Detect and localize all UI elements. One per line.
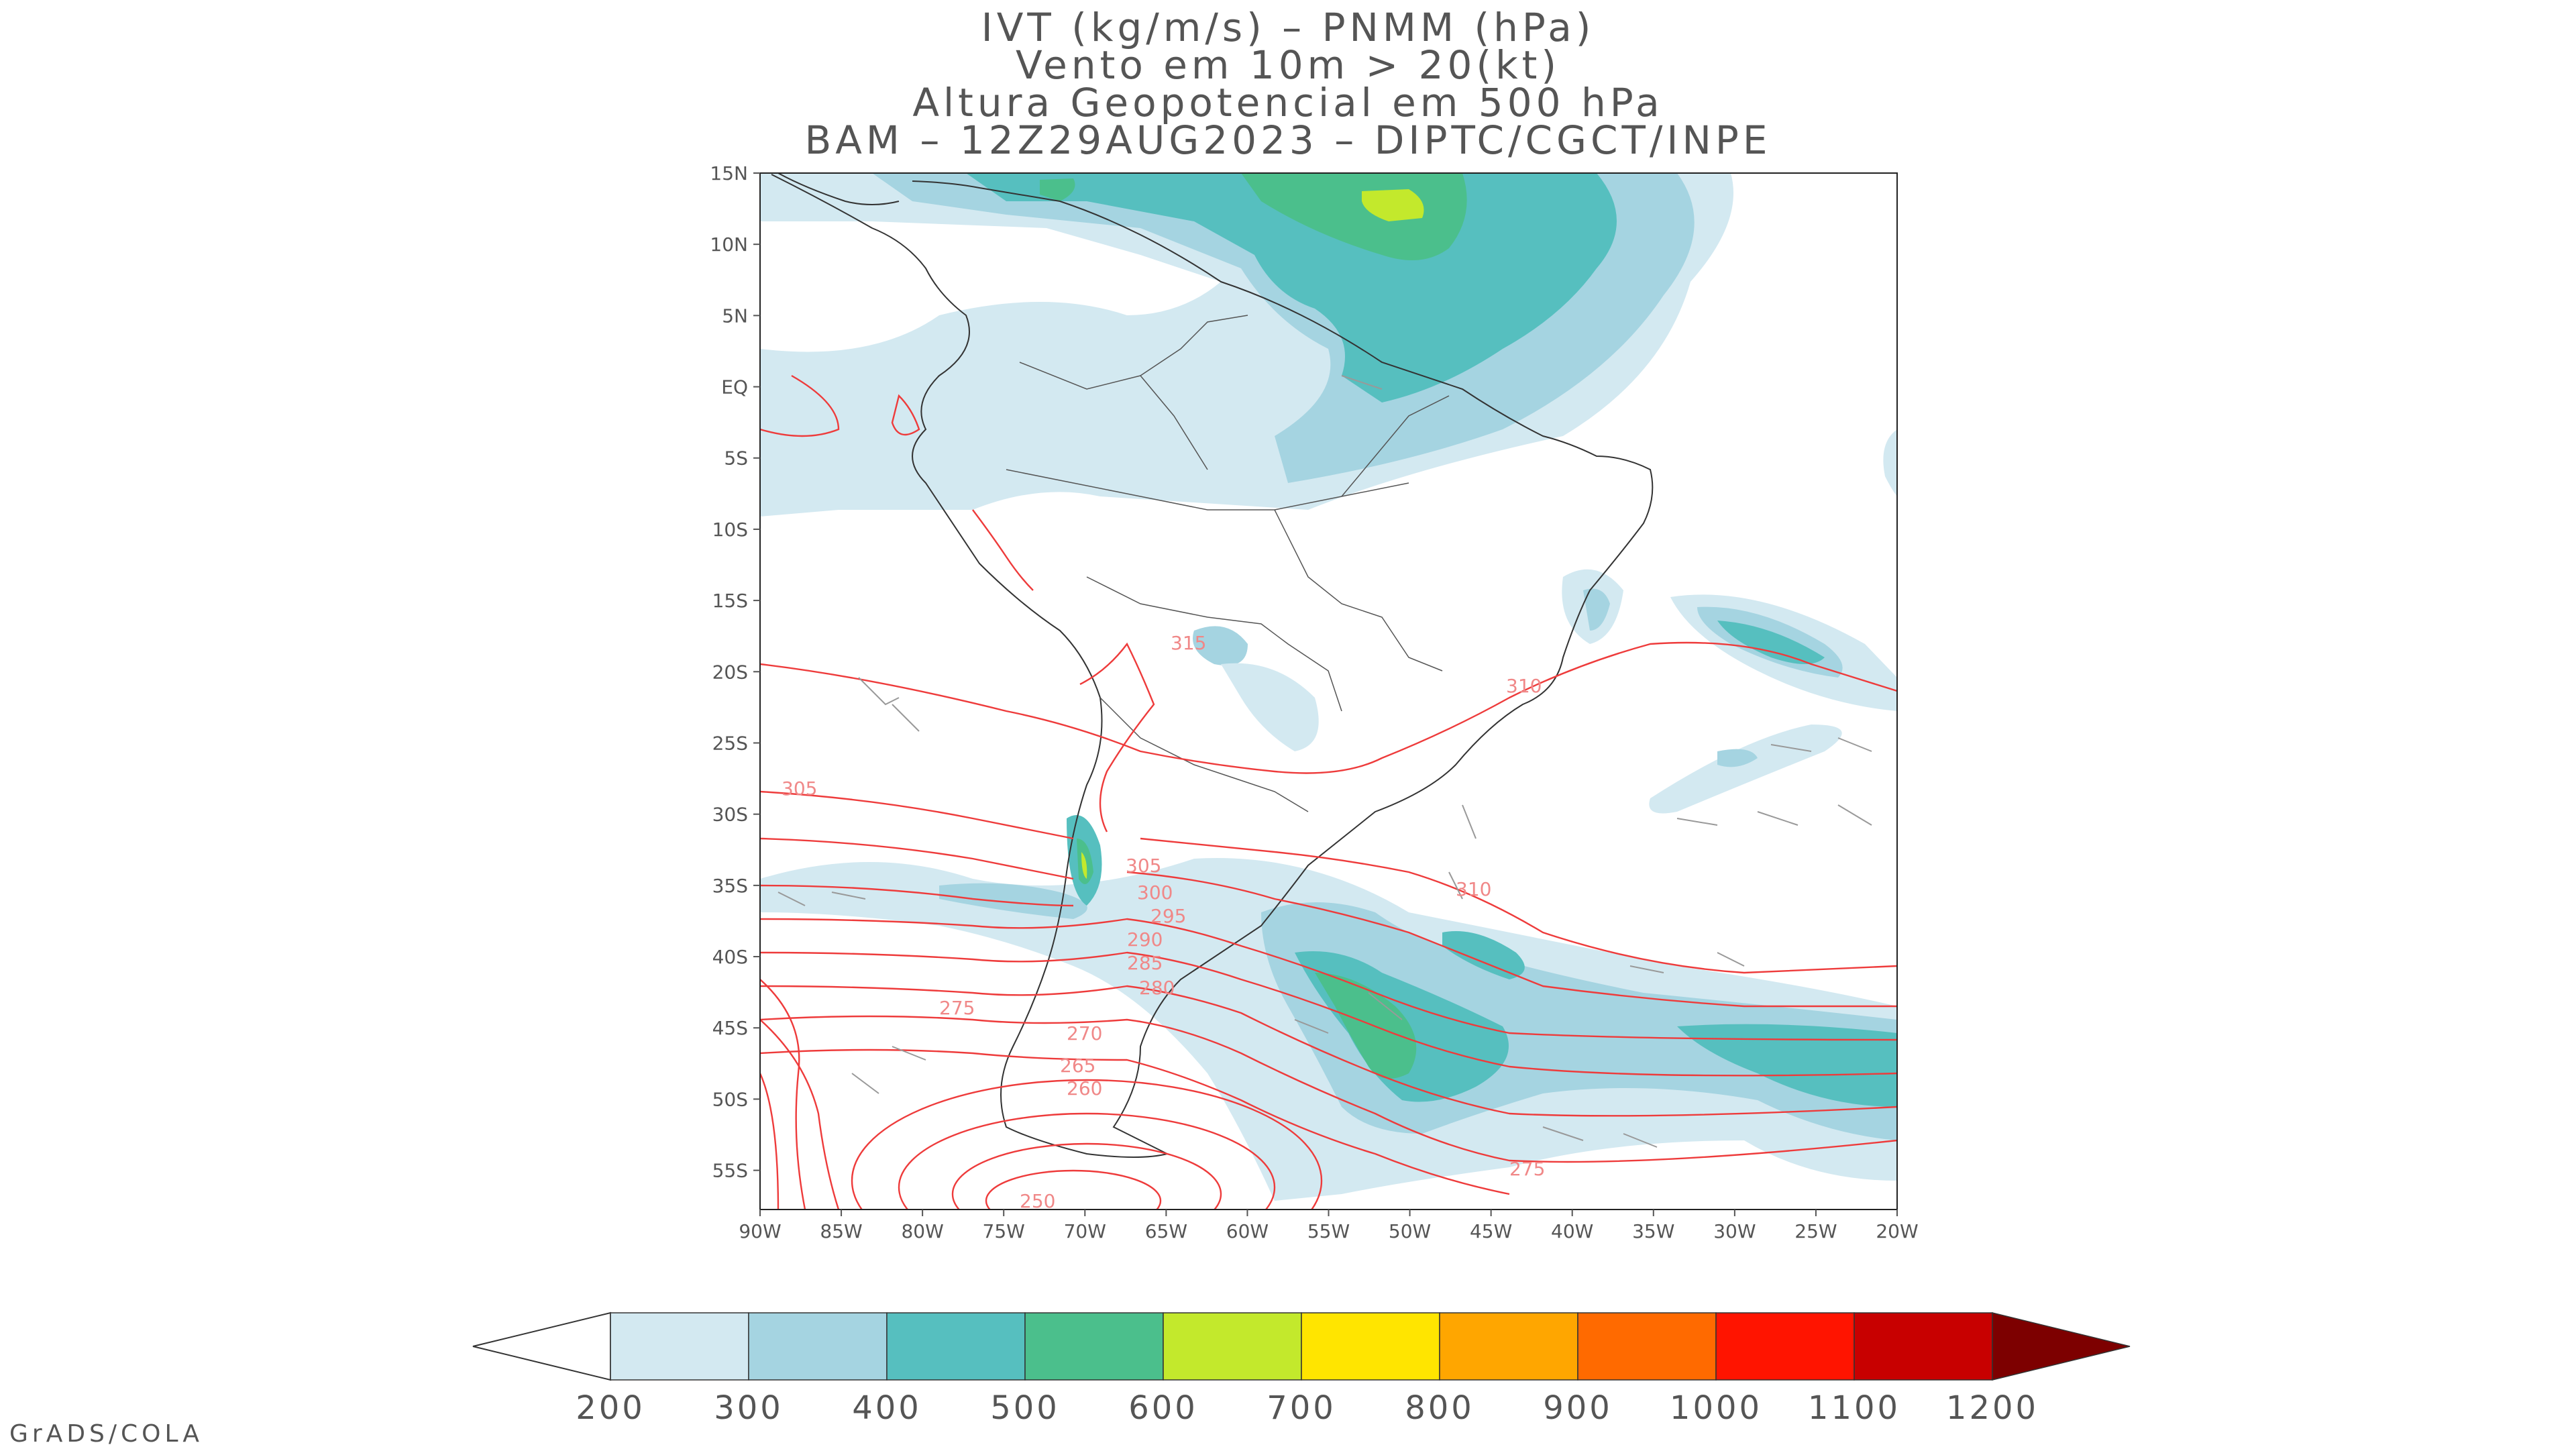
colorbar-label: 800 <box>1405 1389 1474 1427</box>
contour-label: 310 <box>1456 878 1491 900</box>
lon-tick-label: 35W <box>1632 1220 1674 1242</box>
lon-tick-label: 65W <box>1145 1220 1187 1242</box>
title-line-1: IVT (kg/m/s) – PNMM (hPa) <box>981 5 1595 50</box>
contour-label: 295 <box>1150 905 1186 927</box>
contour-label: 265 <box>1060 1055 1095 1077</box>
lon-tick-label: 60W <box>1226 1220 1269 1242</box>
lon-tick-label: 25W <box>1794 1220 1837 1242</box>
lat-tick-label: 30S <box>712 804 748 826</box>
contour-label: 275 <box>1509 1158 1545 1180</box>
colorbar-swatch <box>1439 1312 1578 1381</box>
colorbar-label: 200 <box>576 1389 645 1427</box>
title-line-2: Vento em 10m > 20(kt) <box>1015 42 1561 88</box>
colorbar-swatch <box>1577 1312 1717 1381</box>
contour-label: 315 <box>1171 632 1206 654</box>
colorbar-under-triangle <box>472 1311 611 1381</box>
contour-label: 250 <box>1020 1190 1055 1212</box>
colorbar-swatch <box>886 1312 1026 1381</box>
pressure-contours <box>760 374 1897 1210</box>
colorbar-label: 1100 <box>1808 1389 1900 1427</box>
lon-tick-label: 40W <box>1551 1220 1593 1242</box>
colorbar-swatch <box>1854 1312 1993 1381</box>
colorbar-label: 1200 <box>1946 1389 2039 1427</box>
lat-tick-label: 35S <box>712 875 748 897</box>
lon-tick-label: 80W <box>901 1220 943 1242</box>
contour-label: 300 <box>1137 881 1173 904</box>
colorbar: 200 300 400 500 600 700 800 900 1000 1100 1200 <box>472 1311 2131 1427</box>
lat-tick-label: 45S <box>712 1017 748 1039</box>
lat-tick-label: 55S <box>712 1160 748 1182</box>
lat-tick-label: EQ <box>721 376 748 398</box>
latitude-axis: 15N 10N 5N EQ 5S 10S 15S 20S 25S 30S 35S 40S 45S 50S 5… <box>710 162 760 1182</box>
lon-tick-label: 20W <box>1876 1220 1918 1242</box>
lon-tick-label: 45W <box>1470 1220 1512 1242</box>
colorbar-label: 500 <box>990 1389 1060 1427</box>
colorbar-label: 300 <box>714 1389 784 1427</box>
lat-tick-label: 40S <box>712 946 748 968</box>
colorbar-swatch <box>1301 1312 1440 1381</box>
lon-tick-label: 90W <box>739 1220 781 1242</box>
contour-label: 310 <box>1506 675 1542 697</box>
contour-label: 280 <box>1139 977 1175 999</box>
longitude-axis: 90W 85W 80W 75W 70W 65W 60W 55W 50W 45W 40W 35W 30W 2… <box>739 1210 1919 1242</box>
lat-tick-label: 5N <box>722 305 748 327</box>
colorbar-over-triangle <box>1992 1312 2131 1381</box>
colorbar-label: 1000 <box>1670 1389 1762 1427</box>
colorbar-swatch <box>1163 1312 1302 1381</box>
colorbar-swatch <box>748 1312 888 1381</box>
lat-tick-label: 10S <box>712 519 748 541</box>
title-line-3: Altura Geopotencial em 500 hPa <box>912 80 1664 125</box>
lat-tick-label: 15S <box>712 590 748 612</box>
contour-label: 275 <box>939 997 975 1019</box>
lon-tick-label: 55W <box>1307 1220 1350 1242</box>
contour-label: 270 <box>1067 1022 1102 1044</box>
lat-tick-label: 50S <box>712 1088 748 1110</box>
colorbar-label: 400 <box>852 1389 922 1427</box>
lat-tick-label: 10N <box>710 233 748 256</box>
colorbar-label: 900 <box>1543 1389 1613 1427</box>
contour-label: 285 <box>1127 952 1163 974</box>
map-plot-area: 315 310 305 305 300 295 290 285 280 275 … <box>760 173 1897 1212</box>
contour-label: 260 <box>1067 1077 1102 1099</box>
contour-labels: 315 310 305 305 300 295 290 285 280 275 … <box>782 632 1545 1212</box>
colorbar-swatch <box>1024 1312 1164 1381</box>
wind-barbs <box>777 375 1872 1148</box>
contour-label: 305 <box>1126 855 1161 877</box>
lon-tick-label: 75W <box>983 1220 1025 1242</box>
contour-label: 305 <box>782 777 817 800</box>
grads-footer: GrADS/COLA <box>9 1420 204 1448</box>
lon-tick-label: 85W <box>820 1220 862 1242</box>
lat-tick-label: 20S <box>712 661 748 683</box>
lat-tick-label: 5S <box>724 447 748 470</box>
colorbar-label: 700 <box>1267 1389 1336 1427</box>
colorbar-swatch <box>1715 1312 1855 1381</box>
lon-tick-label: 30W <box>1713 1220 1756 1242</box>
coastlines <box>771 173 1654 1158</box>
lon-tick-label: 70W <box>1064 1220 1106 1242</box>
lon-tick-label: 50W <box>1389 1220 1431 1242</box>
colorbar-swatch <box>610 1312 749 1381</box>
country-borders <box>1006 315 1450 812</box>
contour-label: 290 <box>1127 928 1163 951</box>
lat-tick-label: 15N <box>710 162 748 184</box>
lat-tick-label: 25S <box>712 732 748 754</box>
title-line-4: BAM – 12Z29AUG2023 – DIPTC/CGCT/INPE <box>804 117 1772 163</box>
colorbar-label: 600 <box>1128 1389 1198 1427</box>
